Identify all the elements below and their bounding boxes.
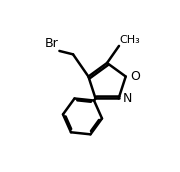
Text: CH₃: CH₃ — [120, 35, 141, 45]
Text: O: O — [130, 70, 140, 83]
Text: Br: Br — [45, 37, 58, 50]
Text: N: N — [122, 92, 132, 105]
